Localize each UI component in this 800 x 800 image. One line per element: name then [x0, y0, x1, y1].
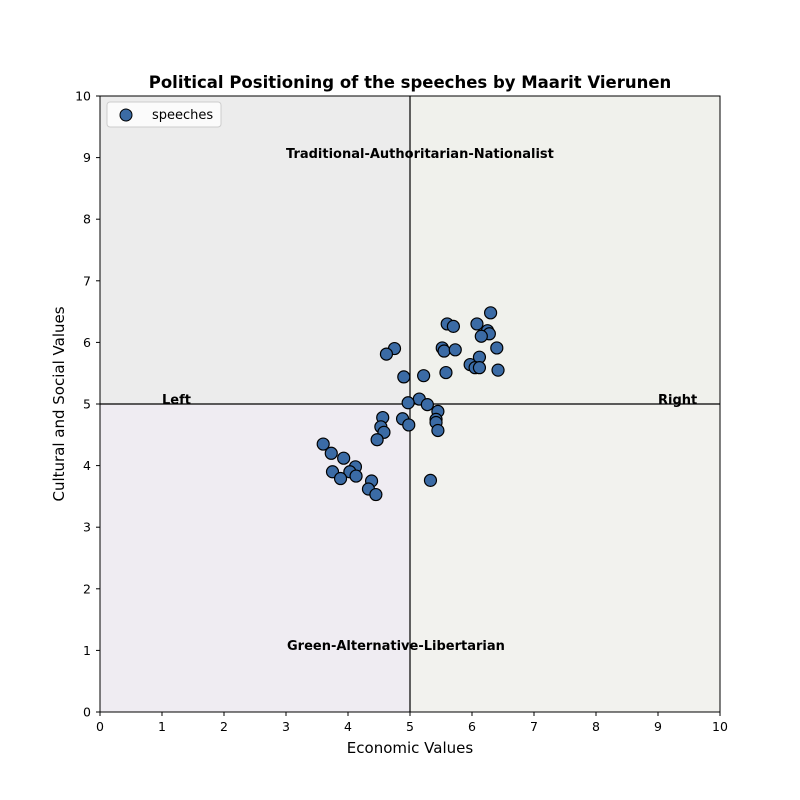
quadrant-top-left	[100, 96, 410, 404]
y-tick-label: 6	[83, 335, 91, 350]
scatter-point	[349, 469, 363, 483]
quadrant-top-right	[410, 96, 720, 404]
x-tick-label: 0	[96, 719, 104, 734]
x-tick-label: 7	[530, 719, 538, 734]
y-tick-label: 0	[83, 705, 91, 720]
x-tick-label: 6	[468, 719, 476, 734]
scatter-point	[337, 451, 351, 465]
scatter-points	[316, 306, 505, 502]
scatter-point	[439, 365, 453, 380]
annotation-green-alternative: Green-Alternative-Libertarian	[287, 639, 505, 654]
y-tick-label: 10	[75, 89, 91, 104]
x-tick-label: 4	[344, 719, 352, 734]
quadrant-bottom-left	[100, 404, 410, 712]
quadrant-bottom-right	[410, 404, 720, 712]
y-tick-label: 2	[83, 581, 91, 596]
scatter-point	[324, 446, 338, 460]
x-tick-label: 2	[220, 719, 228, 734]
scatter-point	[491, 363, 505, 377]
quadrant-backgrounds	[100, 96, 720, 712]
scatter-point	[446, 319, 460, 333]
scatter-point	[490, 341, 504, 355]
scatter-point	[370, 433, 384, 447]
scatter-point	[484, 306, 498, 320]
scatter-point	[401, 396, 415, 410]
x-tick-label: 9	[654, 719, 662, 734]
x-tick-label: 8	[592, 719, 600, 734]
x-tick-label: 10	[712, 719, 728, 734]
scatter-point	[437, 344, 451, 358]
legend-marker	[119, 108, 133, 122]
y-tick-label: 8	[83, 212, 91, 227]
chart-title: Political Positioning of the speeches by…	[149, 73, 672, 92]
scatter-point	[379, 347, 394, 361]
y-axis-label: Cultural and Social Values	[50, 306, 68, 501]
scatter-point	[420, 398, 434, 412]
y-tick-label: 3	[83, 520, 91, 535]
y-tick-label: 9	[83, 150, 91, 165]
scatter-point	[402, 418, 416, 432]
x-axis-label: Economic Values	[347, 739, 474, 757]
scatter-point	[369, 487, 383, 502]
annotation-right: Right	[658, 393, 697, 408]
scatter-point	[474, 329, 488, 343]
x-axis-ticks: 0 1 2 3 4 5 6 7 8 9 10	[96, 712, 728, 734]
legend: speeches	[106, 101, 222, 128]
y-axis-ticks: 0 1 2 3 4 5 6 7 8 9 10	[75, 89, 100, 720]
annotation-left: Left	[162, 393, 191, 408]
x-tick-label: 3	[282, 719, 290, 734]
y-tick-label: 7	[83, 273, 91, 288]
legend-label: speeches	[152, 108, 213, 123]
y-tick-label: 5	[83, 397, 91, 412]
scatter-point	[448, 343, 462, 357]
legend-box	[106, 101, 222, 128]
scatter-point	[423, 473, 438, 487]
scatter-point	[472, 361, 487, 375]
x-tick-label: 5	[406, 719, 414, 734]
scatter-point	[431, 423, 445, 438]
x-tick-label: 1	[158, 719, 166, 734]
annotation-traditional-authoritarian: Traditional-Authoritarian-Nationalist	[286, 147, 554, 162]
scatter-point	[316, 437, 330, 451]
scatter-point	[417, 369, 431, 383]
scatter-point	[333, 471, 348, 486]
y-tick-label: 1	[83, 643, 91, 658]
scatter-point	[397, 370, 411, 384]
y-tick-label: 4	[83, 458, 91, 473]
scatter-point	[470, 317, 484, 331]
